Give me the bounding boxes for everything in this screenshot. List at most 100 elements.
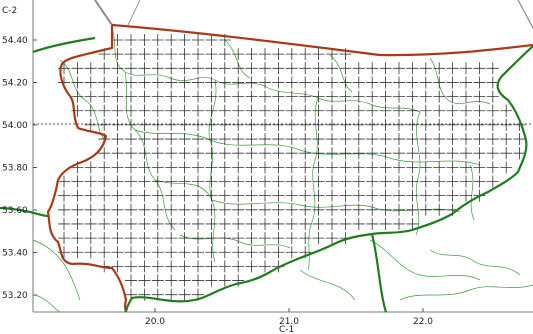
grid-cross [178, 118, 191, 131]
grid-cross [58, 189, 70, 202]
grid-cross [98, 175, 111, 188]
grid-cross [98, 217, 111, 230]
grid-cross [165, 118, 178, 131]
grid-cross [138, 133, 151, 146]
grid-cross [151, 62, 164, 75]
grid-cross [218, 133, 231, 146]
grid-cross [259, 175, 271, 188]
grid-cross [473, 90, 486, 103]
grid-cross [111, 246, 124, 259]
grid-cross [259, 118, 271, 131]
grid-cross [205, 34, 218, 46]
grid-cross [285, 189, 298, 202]
grid-cross [165, 288, 178, 301]
grid-cross [245, 217, 258, 230]
grid-cross [205, 76, 218, 89]
grid-cross [205, 104, 218, 117]
grid-cross [272, 104, 285, 117]
grid-cross [245, 189, 258, 202]
grid-cross [125, 147, 137, 160]
grid-cross [84, 62, 97, 75]
grid-cross [352, 104, 365, 117]
grid-cross [205, 232, 218, 245]
grid-cross [299, 175, 312, 188]
grid-cross [151, 260, 164, 273]
grid-cross [406, 161, 419, 174]
grid-cross [259, 203, 271, 216]
grid-cross [272, 62, 285, 75]
grid-cross [446, 118, 459, 131]
grid-cross [84, 161, 97, 174]
grid-cross [299, 118, 312, 131]
grid-cross [84, 104, 97, 117]
grid-cross [446, 76, 459, 89]
grid-cross [473, 62, 486, 75]
grid-cross [178, 189, 191, 202]
grid-cross [232, 133, 245, 146]
grid-cross [111, 62, 124, 75]
grid-cross [500, 147, 513, 160]
lat-tick-label: 53.60 [2, 206, 28, 216]
grid-cross [151, 232, 164, 245]
grid-cross [98, 232, 111, 245]
grid-cross [460, 104, 472, 117]
grid-cross [98, 203, 111, 216]
grid-cross [312, 76, 325, 89]
grid-cross [98, 161, 111, 174]
grid-cross [232, 161, 245, 174]
grid-cross [245, 232, 258, 245]
grid-cross [245, 246, 258, 259]
grid-cross [84, 232, 97, 245]
grid-cross [352, 147, 365, 160]
grid-cross [299, 62, 312, 75]
grid-cross [312, 118, 325, 131]
grid-cross [165, 189, 178, 202]
coastline [94, 0, 113, 26]
grid-cross [178, 274, 191, 287]
grid-cross [460, 90, 472, 103]
grid-cross [205, 62, 218, 75]
grid-cross [393, 147, 405, 160]
grid-cross [433, 118, 446, 131]
grid-cross [232, 104, 245, 117]
grid-cross [486, 161, 499, 174]
lat-tick-label: 53.80 [2, 164, 28, 174]
grid-cross [111, 34, 124, 46]
grid-cross [151, 118, 164, 131]
grid-cross [138, 34, 151, 46]
grid-cross [205, 133, 218, 146]
grid-cross [272, 133, 285, 146]
grid-cross [218, 48, 231, 61]
grid-cross [406, 90, 419, 103]
grid-cross [218, 232, 231, 245]
grid-cross [165, 104, 178, 117]
grid-cross [312, 161, 325, 174]
grid-cross [111, 147, 124, 160]
coastline-secondary [127, 0, 141, 26]
grid-cross [192, 62, 204, 75]
grid-cross [366, 175, 379, 188]
grid-cross [299, 76, 312, 89]
grid-cross [205, 203, 218, 216]
grid-cross [366, 104, 379, 117]
grid-cross [419, 189, 432, 202]
country-border-west [0, 206, 49, 218]
grid-cross [232, 147, 245, 160]
grid-cross [433, 104, 446, 117]
grid-cross [58, 232, 70, 245]
grid-cross [379, 90, 392, 103]
grid-cross [312, 203, 325, 216]
grid-cross [138, 104, 151, 117]
grid-cross [299, 189, 312, 202]
grid-cross [339, 175, 352, 188]
grid-cross [178, 217, 191, 230]
grid-cross [165, 76, 178, 89]
grid-cross [366, 147, 379, 160]
grid-cross [393, 90, 405, 103]
grid-cross [460, 133, 472, 146]
grid-cross [138, 48, 151, 61]
grid-cross [326, 161, 338, 174]
grid-cross [245, 175, 258, 188]
